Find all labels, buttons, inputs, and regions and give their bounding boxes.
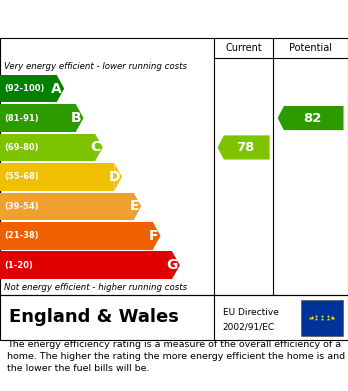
Bar bbox=[0, 222, 153, 249]
Text: Potential: Potential bbox=[289, 43, 332, 53]
Polygon shape bbox=[172, 251, 180, 279]
Text: (81-91): (81-91) bbox=[4, 113, 39, 122]
Bar bbox=[301, 300, 343, 335]
Text: G: G bbox=[166, 258, 178, 272]
Text: (1-20): (1-20) bbox=[4, 261, 33, 270]
Text: F: F bbox=[149, 229, 158, 243]
Text: B: B bbox=[71, 111, 81, 125]
Text: D: D bbox=[109, 170, 120, 184]
Polygon shape bbox=[76, 104, 84, 132]
Text: The energy efficiency rating is a measure of the overall efficiency of a home. T: The energy efficiency rating is a measur… bbox=[7, 340, 345, 373]
Text: (39-54): (39-54) bbox=[4, 202, 39, 211]
Text: Energy Efficiency Rating: Energy Efficiency Rating bbox=[9, 11, 230, 27]
Polygon shape bbox=[218, 135, 270, 160]
Text: (92-100): (92-100) bbox=[4, 84, 45, 93]
Polygon shape bbox=[134, 192, 141, 220]
Polygon shape bbox=[278, 106, 343, 130]
Bar bbox=[0, 104, 76, 132]
Text: 78: 78 bbox=[236, 141, 254, 154]
Text: (69-80): (69-80) bbox=[4, 143, 39, 152]
Polygon shape bbox=[95, 134, 103, 161]
Text: Very energy efficient - lower running costs: Very energy efficient - lower running co… bbox=[4, 62, 187, 71]
Text: E: E bbox=[130, 199, 139, 213]
Bar bbox=[0, 134, 95, 161]
Text: A: A bbox=[52, 82, 62, 95]
Text: Current: Current bbox=[225, 43, 262, 53]
Text: 2002/91/EC: 2002/91/EC bbox=[223, 322, 275, 331]
Polygon shape bbox=[114, 163, 122, 191]
Text: (55-68): (55-68) bbox=[4, 172, 39, 181]
Bar bbox=[0, 163, 114, 191]
Text: Not energy efficient - higher running costs: Not energy efficient - higher running co… bbox=[4, 283, 187, 292]
Bar bbox=[0, 75, 56, 102]
Polygon shape bbox=[56, 75, 64, 102]
Polygon shape bbox=[153, 222, 160, 249]
Text: EU Directive: EU Directive bbox=[223, 308, 279, 317]
Text: (21-38): (21-38) bbox=[4, 231, 39, 240]
Text: C: C bbox=[90, 140, 101, 154]
Bar bbox=[0, 251, 172, 279]
Text: England & Wales: England & Wales bbox=[9, 308, 179, 326]
Bar bbox=[0, 192, 134, 220]
Text: 82: 82 bbox=[303, 111, 321, 124]
